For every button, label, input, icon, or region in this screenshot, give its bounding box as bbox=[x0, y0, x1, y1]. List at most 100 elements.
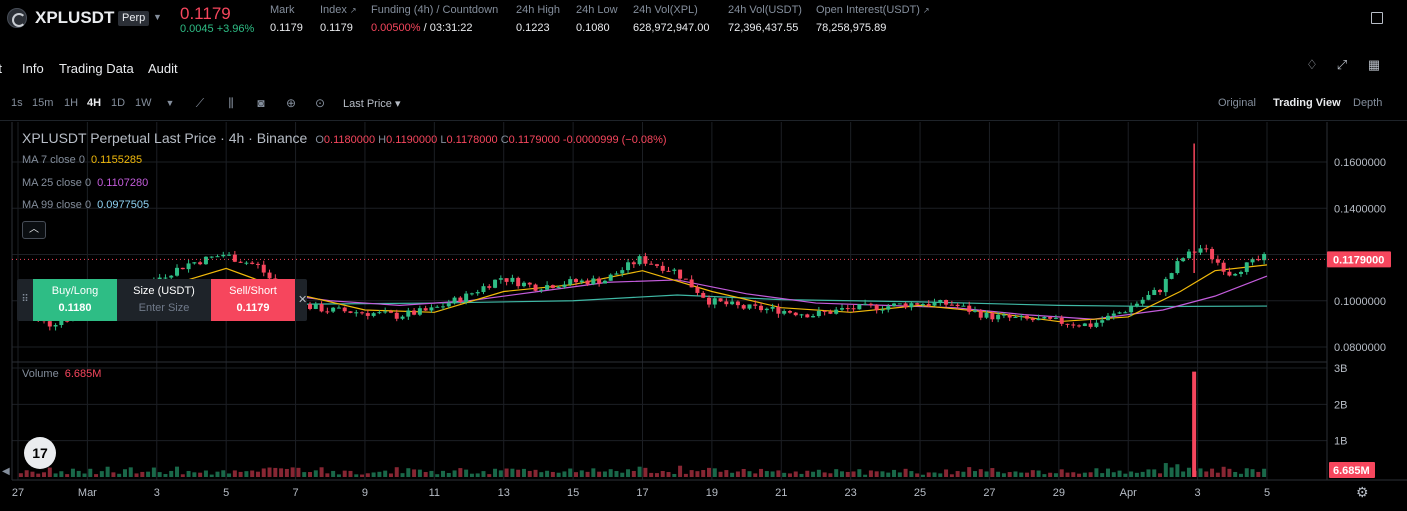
sell-short-button[interactable]: Sell/Short 0.1179 bbox=[211, 279, 295, 321]
add-icon[interactable]: ⊕ bbox=[285, 96, 297, 110]
gear-icon[interactable]: ⚙ bbox=[1356, 484, 1369, 500]
volume-bar bbox=[1250, 469, 1255, 477]
toolbar-divider bbox=[0, 120, 1407, 121]
size-placeholder: Enter Size bbox=[138, 302, 190, 314]
timeframe-1d[interactable]: 1D bbox=[111, 97, 126, 109]
collapse-legend-button[interactable]: ︿ bbox=[22, 221, 46, 239]
indicator-icon[interactable]: ⟋ bbox=[195, 96, 205, 110]
symbol-name[interactable]: XPLUSDT bbox=[35, 8, 115, 27]
tradingview-logo-icon[interactable]: 17 bbox=[24, 437, 56, 469]
candle-body bbox=[1059, 317, 1064, 324]
volume-bar bbox=[787, 473, 792, 477]
symbol-dropdown-icon[interactable]: ▼ bbox=[153, 12, 162, 22]
scroll-left-icon[interactable]: ◀ bbox=[2, 466, 10, 477]
candle-type-icon[interactable]: ⫼ bbox=[228, 96, 234, 110]
price-tick-label: 0.1600000 bbox=[1334, 157, 1386, 169]
view-original[interactable]: Original bbox=[1218, 97, 1256, 109]
tab-audit[interactable]: Audit bbox=[148, 61, 178, 76]
timeframe-1h[interactable]: 1H bbox=[64, 97, 79, 109]
timeframe-1s[interactable]: 1s bbox=[11, 97, 23, 109]
time-tick-label: 9 bbox=[362, 487, 368, 499]
volume-bar bbox=[967, 467, 972, 477]
volume-bar bbox=[851, 471, 856, 477]
volume-bar bbox=[533, 469, 538, 477]
candle-body bbox=[1215, 259, 1220, 263]
timeframe-1w[interactable]: 1W bbox=[135, 97, 152, 109]
candle-body bbox=[637, 256, 642, 265]
external-link-icon[interactable]: ↗ bbox=[349, 6, 357, 15]
volume-bar bbox=[360, 474, 365, 477]
time-tick-label: 11 bbox=[429, 487, 440, 499]
price-chart[interactable]: 0.1600000 0.1400000 0.1000000 0.0800000 0.11… bbox=[0, 122, 1407, 511]
candle-body bbox=[238, 261, 243, 263]
candle-body bbox=[892, 303, 897, 307]
size-input[interactable]: Size (USDT) Enter Size bbox=[117, 279, 211, 321]
candle-body bbox=[799, 314, 804, 316]
volume-bar bbox=[568, 468, 573, 477]
time-tick-label: 15 bbox=[567, 487, 579, 499]
candle-body bbox=[360, 312, 365, 314]
timeframe-15m[interactable]: 15m bbox=[32, 97, 54, 109]
timeframe-dropdown-icon[interactable]: ▼ bbox=[165, 98, 175, 108]
volume-bar bbox=[654, 473, 659, 477]
timeframe-4h[interactable]: 4H bbox=[87, 97, 102, 109]
volume-bar bbox=[105, 466, 110, 477]
price-type-select[interactable]: Last Price ▾ bbox=[343, 98, 401, 110]
candle-body bbox=[1042, 316, 1047, 319]
volume-bar bbox=[689, 470, 694, 477]
view-depth[interactable]: Depth bbox=[1353, 97, 1383, 109]
volume-bar bbox=[712, 468, 717, 477]
volume-bar bbox=[626, 469, 631, 477]
volume-bar bbox=[82, 473, 87, 477]
candle-body bbox=[1123, 312, 1128, 314]
volume-bar bbox=[469, 473, 474, 477]
view-trading-view[interactable]: Trading View bbox=[1273, 97, 1341, 109]
expand-icon[interactable]: ⤢ bbox=[1336, 57, 1348, 72]
candle-body bbox=[874, 304, 879, 311]
volume-bar bbox=[255, 471, 260, 477]
volume-spike-bar bbox=[1192, 371, 1197, 477]
candle-body bbox=[446, 303, 451, 307]
volume-bar bbox=[1129, 471, 1134, 477]
camera-icon[interactable]: ◙ bbox=[257, 96, 265, 110]
candle-body bbox=[383, 311, 388, 313]
volume-bar bbox=[290, 467, 295, 477]
buy-long-button[interactable]: Buy/Long 0.1180 bbox=[33, 279, 117, 321]
volume-bar bbox=[718, 471, 723, 477]
volume-bar bbox=[250, 470, 255, 477]
volume-bar bbox=[799, 473, 804, 477]
volume-bar bbox=[920, 474, 925, 477]
settings-icon[interactable]: ⊙ bbox=[314, 96, 326, 110]
volume-bar bbox=[1256, 471, 1261, 477]
volume-bar bbox=[1111, 472, 1116, 477]
sub-tabs: rt Info Trading Data Audit bbox=[0, 58, 1407, 80]
volume-bar bbox=[1036, 470, 1041, 477]
volume-bar bbox=[602, 471, 607, 477]
window-icon[interactable] bbox=[1371, 12, 1383, 24]
volume-bar bbox=[308, 472, 313, 477]
volume-tick-label: 2B bbox=[1334, 399, 1347, 411]
candle-body bbox=[996, 314, 1001, 320]
candle-body bbox=[267, 272, 272, 279]
candle-body bbox=[255, 263, 260, 265]
layout-grid-icon[interactable]: ▦ bbox=[1367, 57, 1381, 72]
candle-body bbox=[920, 304, 925, 306]
funding-countdown: / 03:31:22 bbox=[420, 22, 473, 34]
tab-trading-data[interactable]: Trading Data bbox=[59, 61, 134, 76]
candle-body bbox=[1152, 289, 1157, 295]
volume-bar bbox=[1140, 471, 1145, 477]
drag-handle-icon[interactable]: ⠿ bbox=[21, 294, 29, 305]
candle-body bbox=[1158, 289, 1163, 293]
candle-body bbox=[759, 305, 764, 311]
close-icon[interactable]: ✕ bbox=[298, 294, 308, 306]
stat-value: 628,972,947.00 bbox=[633, 22, 710, 34]
external-link-icon[interactable]: ↗ bbox=[922, 6, 930, 15]
candle-body bbox=[1256, 259, 1261, 261]
candle-body bbox=[654, 264, 659, 266]
tab-info[interactable]: Info bbox=[22, 61, 44, 76]
tab-chart[interactable]: rt bbox=[0, 61, 2, 76]
candle-body bbox=[1146, 294, 1151, 300]
volume-bar bbox=[1019, 472, 1024, 477]
candle-body bbox=[308, 304, 313, 309]
bell-icon[interactable]: ♢ bbox=[1306, 57, 1318, 72]
